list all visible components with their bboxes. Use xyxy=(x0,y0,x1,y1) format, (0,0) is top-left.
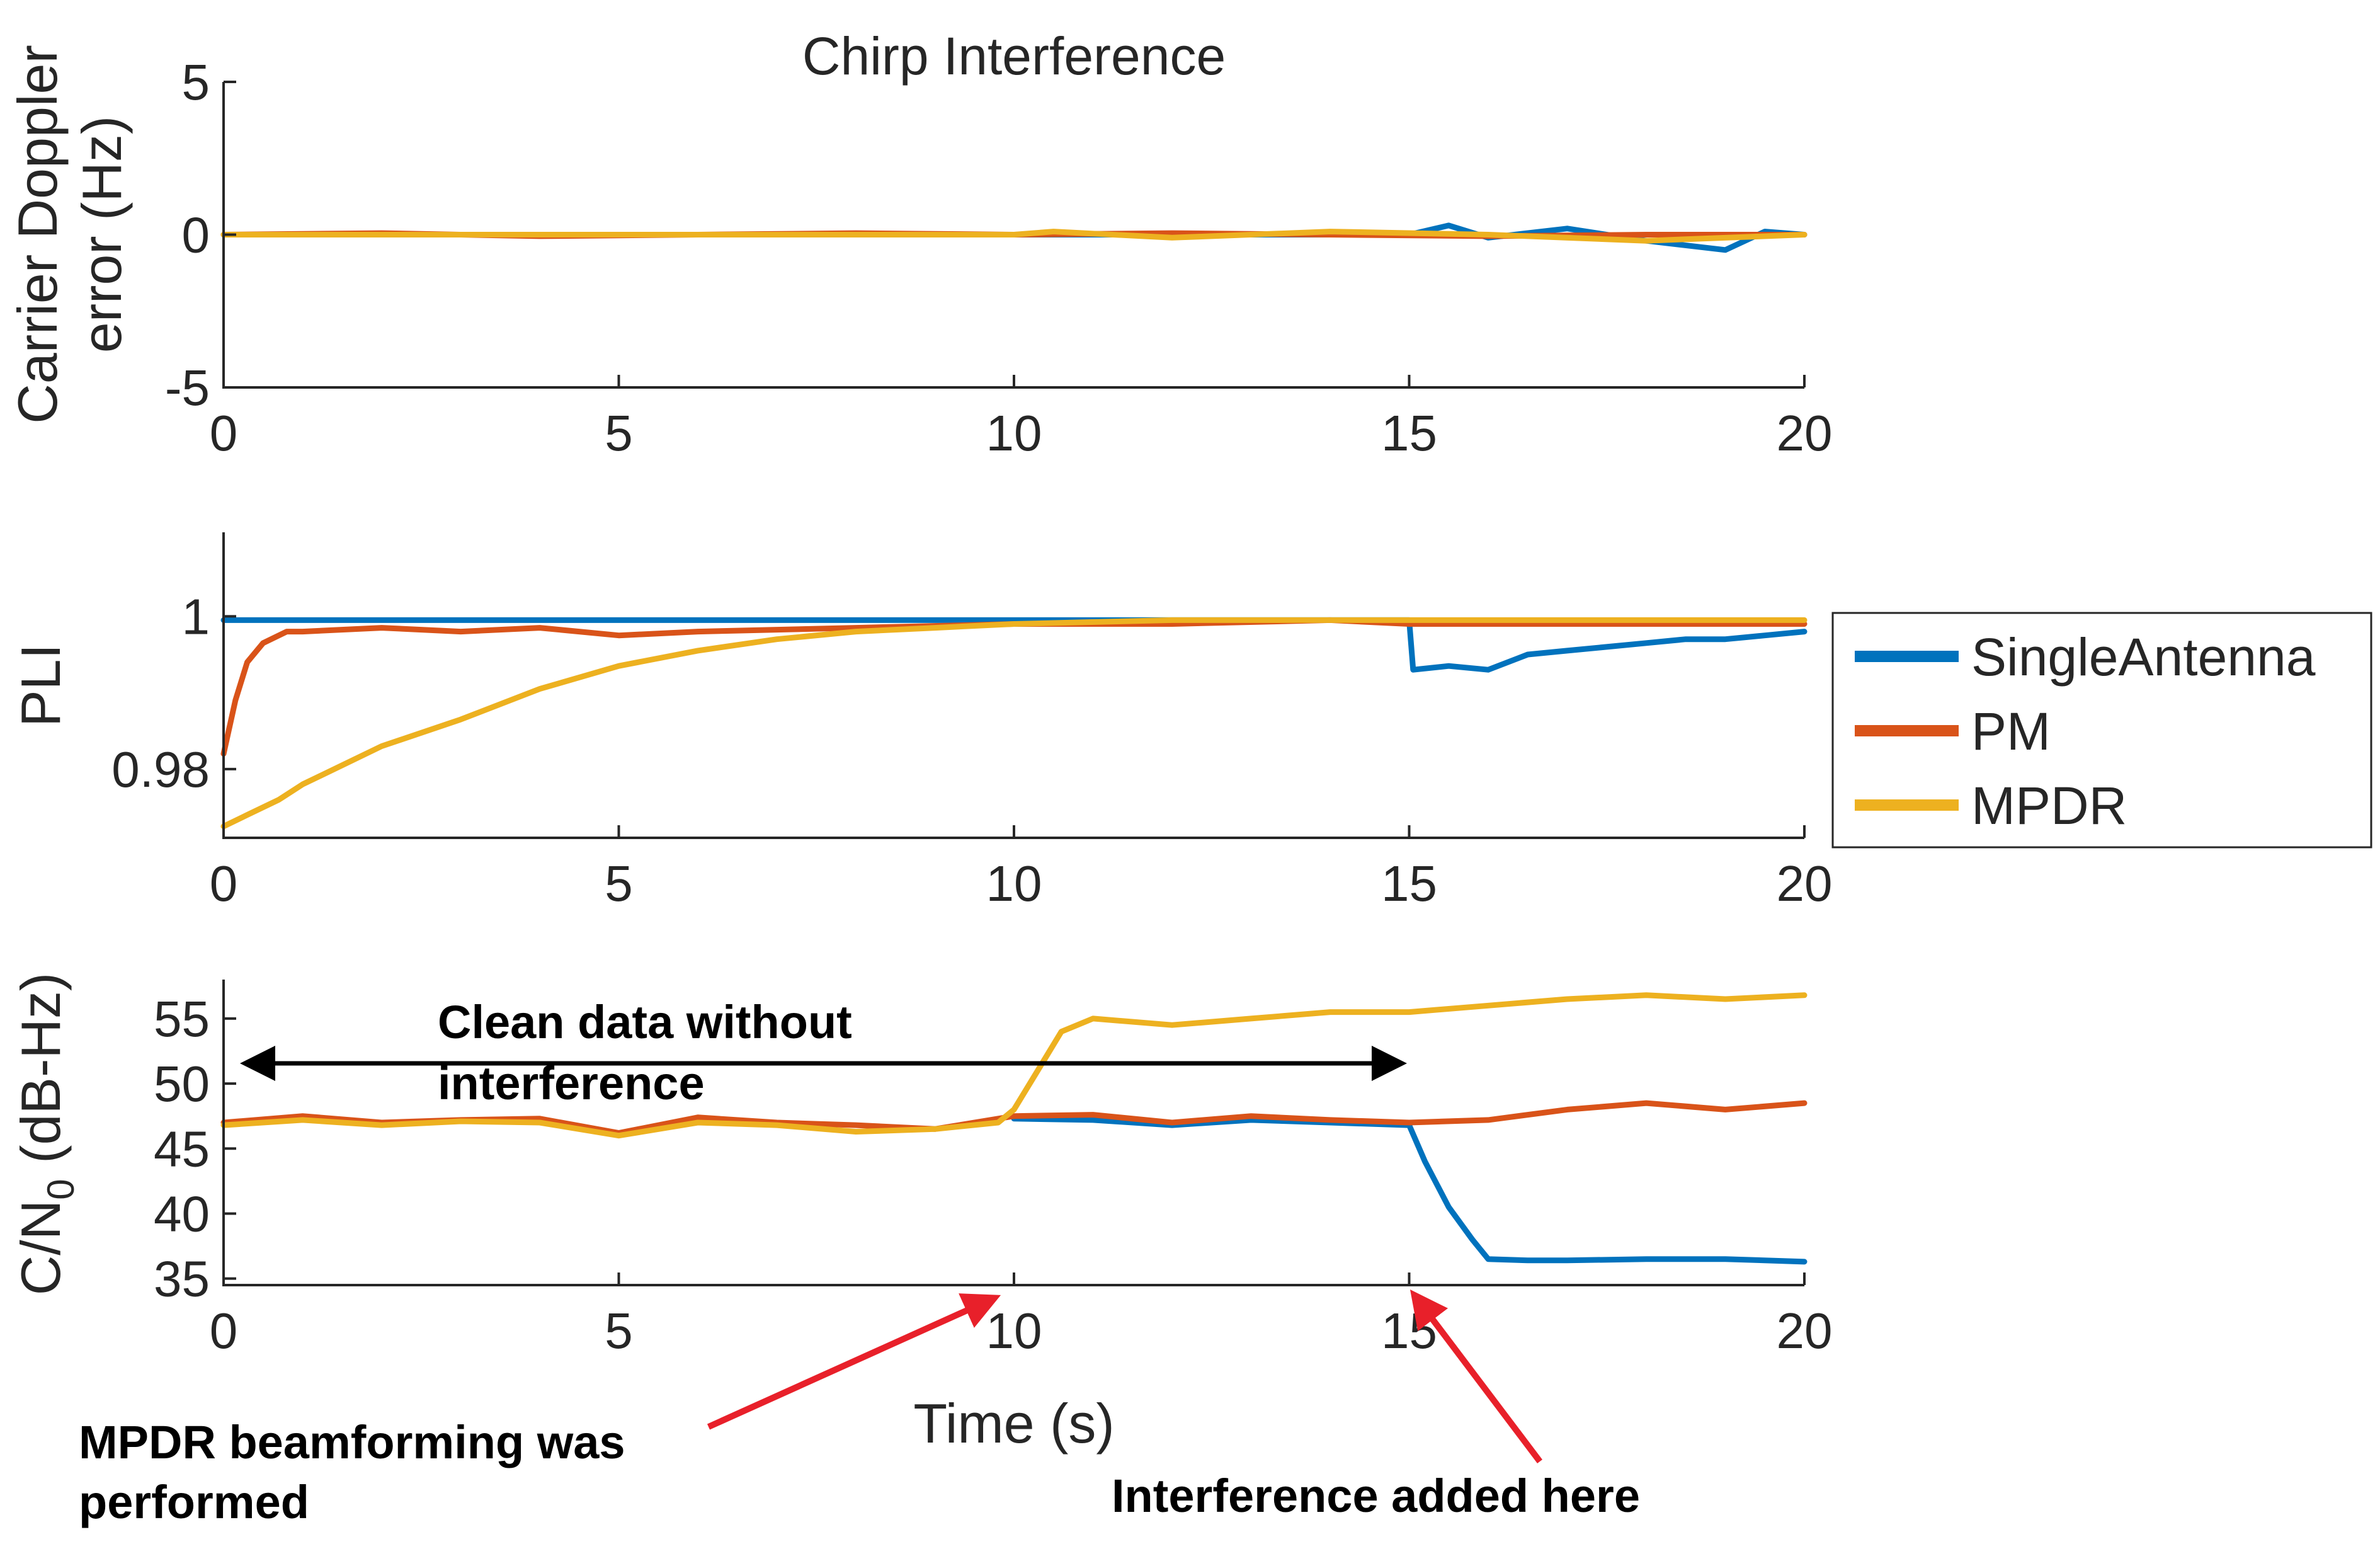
cn0-x-tick-label: 20 xyxy=(1777,1303,1833,1359)
legend-label-pm: PM xyxy=(1971,702,2051,761)
series-mpdr-line xyxy=(220,229,1808,244)
cn0-x-tick-label: 5 xyxy=(605,1303,633,1359)
pli-x-tick-label: 5 xyxy=(605,855,633,912)
pli-x-ticks: 0 5 10 15 20 xyxy=(210,825,1833,912)
doppler-y-label-line1: Carrier Doppler xyxy=(6,45,69,424)
series-pm-line xyxy=(220,617,1808,757)
cn0-y-label: C/N0 (dB-Hz) xyxy=(9,973,82,1296)
legend: SingleAntenna PM MPDR xyxy=(1831,612,2372,849)
pli-y-ticks: 10.98 xyxy=(111,588,236,798)
doppler-series xyxy=(220,222,1808,253)
clean-data-label-line1: Clean data without xyxy=(438,996,852,1048)
doppler-y-ticks: 5 0 -5 xyxy=(165,54,236,416)
series-singleantenna-line xyxy=(1011,1116,1808,1265)
doppler-y-tick-label: 0 xyxy=(182,207,210,263)
pli-x-tick-label: 15 xyxy=(1381,855,1437,912)
clean-data-label-line2: interference xyxy=(438,1057,705,1109)
cn0-y-ticks: 55 50 45 40 35 xyxy=(154,991,236,1307)
pli-axes xyxy=(222,532,1804,839)
mpdr-annotation-line1: MPDR beamforming was xyxy=(79,1416,625,1468)
interference-annotation: Interference added here xyxy=(1112,1470,1640,1522)
doppler-x-ticks: 0 5 10 15 20 xyxy=(210,375,1833,461)
cn0-y-label-subscript: 0 xyxy=(40,1179,82,1199)
pli-series xyxy=(220,617,1808,830)
cn0-y-tick-label: 35 xyxy=(154,1251,210,1307)
doppler-x-tick-label: 20 xyxy=(1777,405,1833,461)
mpdr-arrow xyxy=(707,1293,1001,1430)
panel-doppler: 50-5 0 5 10 15 20 Carrier Doppler error (Hz) xyxy=(6,45,1832,461)
chart-title: Chirp Interference xyxy=(802,26,1226,86)
legend-label-singleantenna: SingleAntenna xyxy=(1971,627,2316,687)
series-singleantenna-line xyxy=(220,617,1808,673)
doppler-x-tick-label: 5 xyxy=(605,405,633,461)
pli-x-tick-label: 10 xyxy=(986,855,1042,912)
interference-arrow xyxy=(1409,1290,1542,1464)
cn0-y-tick-label: 50 xyxy=(154,1056,210,1112)
legend-label-mpdr: MPDR xyxy=(1971,776,2127,835)
doppler-x-tick-label: 10 xyxy=(986,405,1042,461)
cn0-x-tick-label: 0 xyxy=(210,1303,238,1359)
doppler-x-tick-label: 0 xyxy=(210,405,238,461)
cn0-x-tick-label: 10 xyxy=(986,1303,1042,1359)
series-mpdr-line xyxy=(220,992,1808,1139)
pli-y-tick-label: 1 xyxy=(182,588,210,644)
cn0-y-tick-label: 40 xyxy=(154,1186,210,1242)
mpdr-annotation-line2: performed xyxy=(79,1476,309,1528)
doppler-y-tick-label: 5 xyxy=(182,54,210,110)
pli-y-tick-label: 0.98 xyxy=(111,741,210,798)
pli-x-tick-label: 0 xyxy=(210,855,238,912)
doppler-x-tick-label: 15 xyxy=(1381,405,1437,461)
cn0-y-tick-label: 55 xyxy=(154,991,210,1047)
pli-x-tick-label: 20 xyxy=(1777,855,1833,912)
cn0-x-label: Time (s) xyxy=(913,1392,1114,1455)
panel-pli: 10.98 0 5 10 15 20 PLI xyxy=(9,532,1832,912)
cn0-x-ticks: 0 5 10 15 20 xyxy=(210,1272,1833,1359)
series-mpdr-line xyxy=(220,617,1808,830)
doppler-y-label-line2: error (Hz) xyxy=(71,116,133,353)
doppler-y-tick-label: -5 xyxy=(165,360,210,416)
cn0-series xyxy=(220,992,1808,1265)
cn0-y-tick-label: 45 xyxy=(154,1121,210,1177)
pli-y-label: PLI xyxy=(9,644,72,727)
